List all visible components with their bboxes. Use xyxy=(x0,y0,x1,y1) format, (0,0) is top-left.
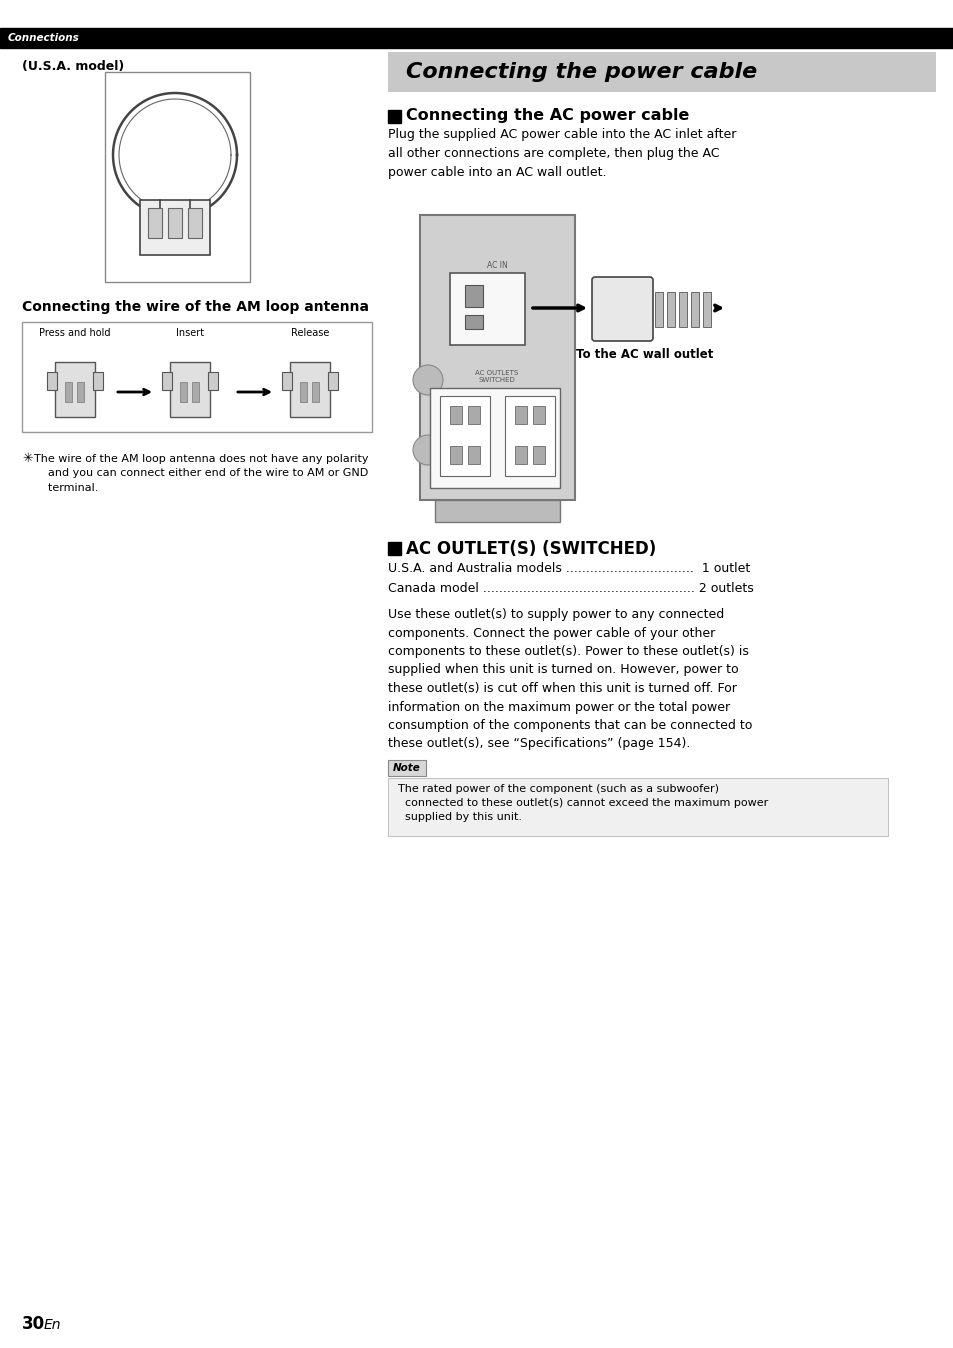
Bar xyxy=(65,381,71,402)
Bar xyxy=(388,53,935,92)
Text: AC OUTLET(S) (SWITCHED): AC OUTLET(S) (SWITCHED) xyxy=(406,541,656,558)
Bar xyxy=(450,274,524,345)
Bar xyxy=(140,200,210,255)
Text: AC IN: AC IN xyxy=(486,260,507,270)
Text: Insert: Insert xyxy=(175,328,204,338)
Text: The wire of the AM loop antenna does not have any polarity
    and you can conne: The wire of the AM loop antenna does not… xyxy=(34,454,368,493)
Bar xyxy=(515,446,526,464)
Text: Canada model ..................................................... 2 outlets: Canada model ...........................… xyxy=(388,582,753,594)
Bar xyxy=(312,381,318,402)
FancyBboxPatch shape xyxy=(592,276,652,341)
Bar xyxy=(679,293,686,328)
Circle shape xyxy=(413,435,442,465)
Bar xyxy=(533,446,544,464)
Bar xyxy=(464,284,482,307)
Bar xyxy=(188,208,202,239)
Bar xyxy=(419,214,575,500)
Text: Note: Note xyxy=(393,763,420,772)
Text: U.S.A. and Australia models ................................  1 outlet: U.S.A. and Australia models ............… xyxy=(388,562,749,576)
Text: AC OUTLETS
SWITCHED: AC OUTLETS SWITCHED xyxy=(475,369,518,383)
Bar xyxy=(504,396,555,476)
Text: Release: Release xyxy=(291,328,329,338)
Text: ✳: ✳ xyxy=(22,452,32,465)
Bar xyxy=(468,446,479,464)
Bar xyxy=(655,293,662,328)
Bar xyxy=(388,760,426,776)
Bar xyxy=(450,406,461,425)
Bar xyxy=(533,406,544,425)
Bar xyxy=(439,396,490,476)
Bar xyxy=(168,208,182,239)
Text: Plug the supplied AC power cable into the AC inlet after
all other connections a: Plug the supplied AC power cable into th… xyxy=(388,128,736,179)
Text: To the AC wall outlet: To the AC wall outlet xyxy=(576,348,713,361)
Bar xyxy=(290,363,330,417)
Bar xyxy=(170,363,210,417)
Text: Connecting the wire of the AM loop antenna: Connecting the wire of the AM loop anten… xyxy=(22,301,369,314)
Bar xyxy=(430,388,559,488)
Bar xyxy=(192,381,199,402)
Bar xyxy=(47,372,57,390)
Text: Use these outlet(s) to supply power to any connected
components. Connect the pow: Use these outlet(s) to supply power to a… xyxy=(388,608,752,751)
Bar xyxy=(92,372,103,390)
Bar xyxy=(450,446,461,464)
Bar xyxy=(468,406,479,425)
Bar xyxy=(55,363,95,417)
Bar xyxy=(328,372,337,390)
Bar xyxy=(702,293,710,328)
Bar xyxy=(162,372,172,390)
Bar xyxy=(388,111,400,123)
Bar xyxy=(515,406,526,425)
Bar xyxy=(208,372,218,390)
Bar xyxy=(435,500,559,522)
Circle shape xyxy=(413,365,442,395)
Text: The rated power of the component (such as a subwoofer)
  connected to these outl: The rated power of the component (such a… xyxy=(397,785,767,822)
Text: Connections: Connections xyxy=(8,32,80,43)
Bar xyxy=(22,322,372,431)
Bar xyxy=(464,315,482,329)
Text: Connecting the power cable: Connecting the power cable xyxy=(406,62,757,82)
Bar xyxy=(0,28,953,49)
Text: 30: 30 xyxy=(22,1316,45,1333)
Bar xyxy=(388,542,400,555)
Text: (U.S.A. model): (U.S.A. model) xyxy=(22,61,124,73)
Text: Press and hold: Press and hold xyxy=(39,328,111,338)
Bar xyxy=(148,208,162,239)
Bar xyxy=(77,381,84,402)
Bar xyxy=(180,381,187,402)
Bar xyxy=(690,293,699,328)
Text: Connecting the AC power cable: Connecting the AC power cable xyxy=(406,108,689,123)
Bar xyxy=(282,372,292,390)
Text: En: En xyxy=(44,1318,61,1332)
Bar xyxy=(299,381,307,402)
Bar xyxy=(388,778,887,836)
Bar xyxy=(666,293,675,328)
Bar xyxy=(105,71,250,282)
